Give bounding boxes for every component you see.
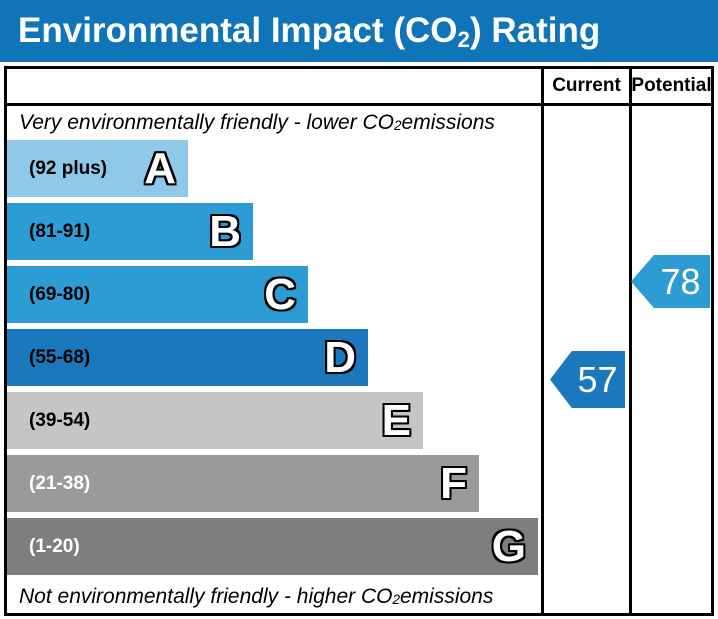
chart-title-bar: Environmental Impact (CO2) Rating: [0, 0, 718, 62]
top-note-subscript: 2: [394, 118, 402, 134]
current-column-header: Current: [541, 69, 629, 106]
band-f: (21-38) F: [7, 455, 479, 512]
band-letter: A: [144, 143, 176, 193]
band-g: (1-20) G: [7, 518, 538, 575]
band-range-label: (69-80): [29, 283, 91, 305]
band-range-label: (21-38): [29, 472, 91, 494]
rating-bands: (92 plus) A (81-91) B (69-80) C (55-68) D (39-54…: [7, 140, 541, 581]
page-title: Environmental Impact (CO2) Rating: [18, 11, 601, 52]
bottom-note: Not environmentally friendly - higher CO…: [19, 585, 494, 608]
band-letter: B: [209, 206, 241, 256]
band-b: (81-91) B: [7, 203, 253, 260]
band-range-label: (92 plus): [29, 157, 108, 179]
band-letter: F: [440, 458, 467, 508]
title-subscript: 2: [457, 26, 470, 52]
band-letter: G: [491, 521, 526, 571]
current-rating-cell: 57: [541, 106, 629, 613]
chart-column-header-empty: [7, 69, 541, 106]
band-letter: D: [324, 332, 356, 382]
rating-scale-cell: Very environmentally friendly - lower CO…: [7, 106, 541, 613]
band-letter: E: [381, 395, 411, 445]
potential-column-header: Potential: [629, 69, 712, 106]
band-range-label: (81-91): [29, 220, 91, 242]
band-d: (55-68) D: [7, 329, 368, 386]
band-letter: C: [264, 269, 296, 319]
band-a: (92 plus) A: [7, 140, 188, 197]
current-rating-value: 57: [577, 358, 618, 400]
potential-rating-arrow: 78: [631, 255, 710, 308]
top-note: Very environmentally friendly - lower CO…: [19, 111, 495, 134]
band-c: (69-80) C: [7, 266, 308, 323]
current-rating-arrow: 57: [550, 351, 625, 408]
band-range-label: (39-54): [29, 409, 91, 431]
rating-table: Current Potential Very environmentally f…: [4, 66, 714, 616]
bottom-note-subscript: 2: [392, 592, 400, 608]
band-range-label: (1-20): [29, 535, 80, 557]
band-range-label: (55-68): [29, 346, 91, 368]
band-e: (39-54) E: [7, 392, 423, 449]
potential-rating-value: 78: [660, 260, 701, 302]
potential-rating-cell: 78: [629, 106, 711, 613]
